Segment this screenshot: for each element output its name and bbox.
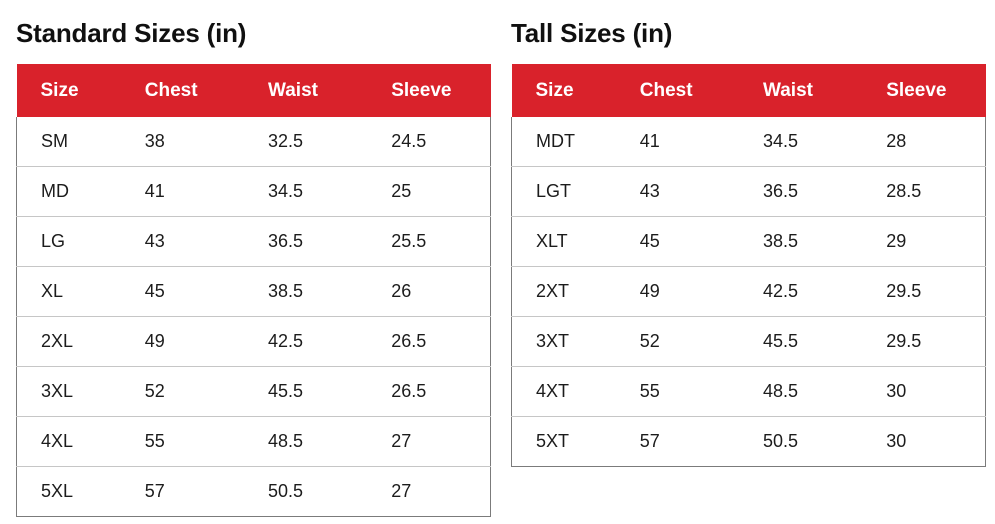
table-row: 2XT 49 42.5 29.5: [511, 266, 986, 318]
table-row: 4XL 55 48.5 27: [16, 416, 491, 468]
table-cell: 45.5: [739, 316, 863, 368]
column-header-sleeve: Sleeve: [367, 64, 491, 118]
column-header-size: Size: [511, 64, 616, 118]
table-cell: 55: [615, 366, 739, 418]
column-header-waist: Waist: [739, 64, 863, 118]
column-header-sleeve: Sleeve: [862, 64, 986, 118]
standard-sizes-title: Standard Sizes (in): [16, 18, 247, 48]
table-cell: 29.5: [862, 266, 986, 318]
table-row: 5XT 57 50.5 30: [511, 416, 986, 467]
table-cell: 29.5: [862, 316, 986, 368]
standard-sizes-table: Size Chest Waist Sleeve SM 38 32.5 24.5 MD 41…: [16, 64, 491, 517]
table-cell: 36.5: [244, 216, 368, 268]
table-cell: 26.5: [367, 366, 491, 418]
table-row: MD 41 34.5 25: [16, 166, 491, 218]
table-cell: 45.5: [244, 366, 368, 418]
table-cell: 50.5: [244, 466, 368, 517]
table-header-row: Size Chest Waist Sleeve: [511, 64, 986, 118]
table-cell: 28.5: [862, 166, 986, 218]
table-cell: 2XL: [16, 316, 121, 368]
table-cell: 49: [615, 266, 739, 318]
table-cell: 34.5: [739, 117, 863, 168]
standard-sizes-section: Standard Sizes (in) Size Chest Waist Sle…: [16, 18, 491, 517]
tall-sizes-section: Tall Sizes (in) Size Chest Waist Sleeve …: [511, 18, 986, 467]
table-row: XLT 45 38.5 29: [511, 216, 986, 268]
table-cell: 3XT: [511, 316, 616, 368]
table-cell: 25.5: [367, 216, 491, 268]
table-cell: 49: [120, 316, 244, 368]
table-row: XL 45 38.5 26: [16, 266, 491, 318]
table-cell: 45: [120, 266, 244, 318]
table-row: MDT 41 34.5 28: [511, 117, 986, 168]
table-row: SM 38 32.5 24.5: [16, 117, 491, 168]
table-cell: 42.5: [739, 266, 863, 318]
table-body: SM 38 32.5 24.5 MD 41 34.5 25 LG 43 36.5 25.5 XL 45 38…: [16, 117, 491, 517]
table-cell: 24.5: [367, 117, 491, 168]
column-header-chest: Chest: [120, 64, 244, 118]
column-header-size: Size: [16, 64, 121, 118]
tall-sizes-title: Tall Sizes (in): [511, 18, 673, 48]
table-row: 4XT 55 48.5 30: [511, 366, 986, 418]
table-cell: 29: [862, 216, 986, 268]
table-body: MDT 41 34.5 28 LGT 43 36.5 28.5 XLT 45 38.5 29 2XT 49…: [511, 117, 986, 467]
table-cell: XLT: [511, 216, 616, 268]
table-cell: 38.5: [244, 266, 368, 318]
column-header-chest: Chest: [615, 64, 739, 118]
table-row: 3XT 52 45.5 29.5: [511, 316, 986, 368]
table-cell: 5XL: [16, 466, 121, 517]
table-cell: 52: [615, 316, 739, 368]
table-cell: 38: [120, 117, 244, 168]
table-row: LGT 43 36.5 28.5: [511, 166, 986, 218]
table-row: LG 43 36.5 25.5: [16, 216, 491, 268]
table-cell: 30: [862, 366, 986, 418]
table-cell: LGT: [511, 166, 616, 218]
table-cell: XL: [16, 266, 121, 318]
table-cell: 38.5: [739, 216, 863, 268]
table-header-row: Size Chest Waist Sleeve: [16, 64, 491, 118]
table-row: 3XL 52 45.5 26.5: [16, 366, 491, 418]
table-cell: SM: [16, 117, 121, 168]
table-cell: 42.5: [244, 316, 368, 368]
table-cell: 34.5: [244, 166, 368, 218]
table-cell: 32.5: [244, 117, 368, 168]
table-cell: 2XT: [511, 266, 616, 318]
table-row: 5XL 57 50.5 27: [16, 466, 491, 517]
table-cell: 50.5: [739, 416, 863, 467]
table-cell: 30: [862, 416, 986, 467]
table-cell: 25: [367, 166, 491, 218]
table-cell: 57: [120, 466, 244, 517]
table-cell: 41: [615, 117, 739, 168]
table-cell: LG: [16, 216, 121, 268]
table-cell: 27: [367, 466, 491, 517]
table-cell: MD: [16, 166, 121, 218]
table-cell: 5XT: [511, 416, 616, 467]
table-row: 2XL 49 42.5 26.5: [16, 316, 491, 368]
table-cell: 28: [862, 117, 986, 168]
table-cell: 26.5: [367, 316, 491, 368]
table-cell: 43: [615, 166, 739, 218]
table-cell: 27: [367, 416, 491, 468]
tall-sizes-table: Size Chest Waist Sleeve MDT 41 34.5 28 LGT 43…: [511, 64, 986, 467]
table-cell: 45: [615, 216, 739, 268]
table-cell: 55: [120, 416, 244, 468]
table-cell: 57: [615, 416, 739, 467]
table-cell: 48.5: [739, 366, 863, 418]
table-cell: 43: [120, 216, 244, 268]
table-cell: 3XL: [16, 366, 121, 418]
table-cell: 41: [120, 166, 244, 218]
table-cell: 36.5: [739, 166, 863, 218]
table-cell: 4XT: [511, 366, 616, 418]
table-cell: 48.5: [244, 416, 368, 468]
table-cell: MDT: [511, 117, 616, 168]
table-cell: 52: [120, 366, 244, 418]
table-cell: 4XL: [16, 416, 121, 468]
column-header-waist: Waist: [244, 64, 368, 118]
table-cell: 26: [367, 266, 491, 318]
